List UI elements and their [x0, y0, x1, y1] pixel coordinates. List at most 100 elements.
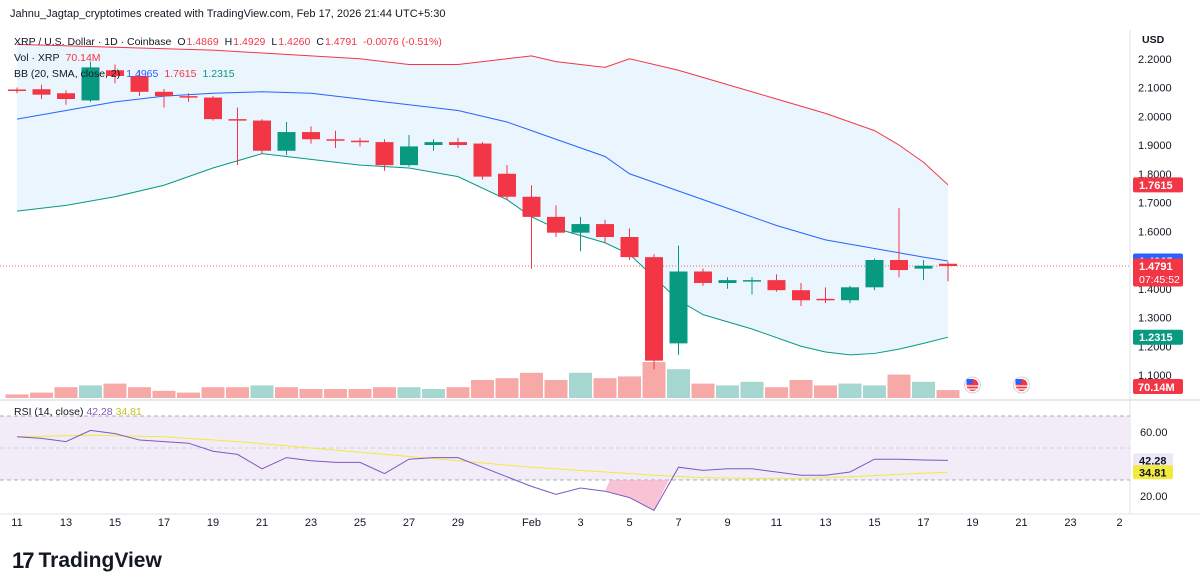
- volume-bar: [397, 387, 421, 398]
- ohlc-close: 1.4791: [324, 36, 358, 48]
- time-tick-label: 21: [1015, 517, 1027, 529]
- price-axis-marker: 1.7615: [1133, 177, 1183, 193]
- bb-basis-value: 1.4965: [126, 68, 159, 80]
- price-tick-label: 2.1000: [1138, 83, 1172, 95]
- candle: [326, 130, 345, 148]
- time-tick-label: 11: [11, 517, 22, 529]
- candle-body: [8, 89, 26, 92]
- volume-bar: [495, 378, 519, 398]
- volume-label[interactable]: Vol · XRP: [14, 52, 60, 64]
- time-tick-label: 2: [1116, 517, 1122, 529]
- countdown-label: 07:45:52: [1139, 274, 1180, 286]
- ohlc-low-label: L: [271, 36, 278, 48]
- price-axis-marker-bg: [1133, 329, 1183, 345]
- candle-body: [277, 132, 296, 151]
- bb-label[interactable]: BB (20, SMA, close, 2): [14, 68, 121, 80]
- candle-body: [669, 271, 688, 344]
- candle: [816, 287, 835, 304]
- ohlc-high: 1.4929: [233, 36, 266, 48]
- candle: [204, 96, 222, 121]
- volume-bar: [5, 394, 29, 398]
- volume-bar: [422, 389, 445, 398]
- candle: [179, 93, 198, 102]
- time-tick-label: 21: [256, 517, 268, 529]
- ohlc-high-label: H: [224, 36, 233, 48]
- volume-bar: [299, 389, 323, 398]
- candle: [694, 268, 712, 286]
- volume-bar: [887, 374, 911, 398]
- bb-row: BB (20, SMA, close, 2) 1.4965 1.7615 1.2…: [14, 66, 442, 82]
- volume-bar: [691, 383, 715, 398]
- volume-bar: [642, 362, 666, 398]
- volume-bar: [569, 372, 592, 398]
- candle: [767, 274, 786, 292]
- tradingview-logo-icon: 17: [12, 548, 35, 573]
- tradingview-logo[interactable]: 17 TradingView: [12, 548, 162, 574]
- candle-body: [130, 76, 149, 92]
- candle-body: [792, 290, 810, 301]
- volume-bar: [838, 383, 862, 398]
- time-tick-label: 25: [354, 517, 366, 529]
- time-tick-label: 13: [819, 517, 831, 529]
- time-tick-label: 13: [60, 517, 72, 529]
- candle-body: [645, 257, 663, 361]
- candle: [106, 64, 124, 84]
- rsi-axis-marker-bg: [1133, 453, 1173, 468]
- price-axis-marker-text: 1.2315: [1139, 332, 1173, 344]
- price-tick-label: 1.3000: [1138, 313, 1172, 325]
- candle-body: [620, 237, 639, 258]
- candle-body: [498, 173, 516, 197]
- candle: [228, 107, 247, 166]
- symbol-row: XRP / U.S. Dollar · 1D · Coinbase O 1.486…: [14, 34, 442, 50]
- price-tick-label: 1.4000: [1138, 284, 1172, 296]
- volume-bar: [814, 385, 837, 398]
- candle-body: [253, 120, 271, 151]
- rsi-tick-label: 60.00: [1140, 427, 1168, 439]
- rsi-label[interactable]: RSI (14, close): [14, 406, 84, 418]
- volume-bar: [30, 392, 53, 398]
- candle-body: [816, 298, 835, 301]
- candle: [424, 139, 443, 151]
- symbol-name[interactable]: XRP / U.S. Dollar · 1D · Coinbase: [14, 36, 172, 48]
- candle-body: [155, 91, 173, 97]
- rsi-axis-marker-bg: [1133, 465, 1173, 480]
- bb-basis-line: [16, 91, 949, 262]
- price-tick-label: 2.2000: [1138, 54, 1172, 66]
- candle: [375, 139, 394, 171]
- time-tick-label: 3: [577, 517, 583, 529]
- candle-body: [228, 119, 247, 121]
- volume-bar: [765, 387, 788, 398]
- volume-bar: [716, 385, 739, 398]
- rsi-oversold-fill: [605, 480, 669, 511]
- candle: [743, 277, 761, 295]
- event-flag-canton: [1015, 379, 1022, 384]
- ohlc-low: 1.4260: [278, 36, 311, 48]
- volume-bar: [520, 372, 543, 398]
- rsi-value: 42.28: [86, 406, 113, 418]
- volume-row: Vol · XRP 70.14M: [14, 50, 442, 66]
- rsi-axis-marker: 42.28: [1133, 453, 1173, 468]
- candle: [57, 90, 75, 105]
- candle: [718, 277, 737, 289]
- candle-body: [890, 260, 908, 271]
- event-flag-canton: [966, 379, 973, 384]
- tradingview-logo-text: TradingView: [38, 549, 162, 572]
- currency-label[interactable]: USD: [1142, 34, 1165, 46]
- candle: [253, 119, 271, 154]
- time-tick-label: 23: [1064, 517, 1076, 529]
- volume-bar: [863, 385, 886, 398]
- candle: [571, 216, 590, 252]
- rsi-line: [16, 429, 949, 512]
- price-axis-marker-bg: [1133, 258, 1183, 287]
- volume-bar: [789, 380, 813, 398]
- candle-body: [326, 139, 345, 141]
- candle-body: [449, 142, 467, 145]
- volume-bar: [275, 387, 298, 398]
- candle: [81, 61, 100, 102]
- time-tick-label: 15: [868, 517, 880, 529]
- volume-bar: [226, 387, 249, 398]
- candle-body: [32, 89, 51, 95]
- candle-body: [179, 96, 198, 98]
- candle-body: [522, 196, 541, 217]
